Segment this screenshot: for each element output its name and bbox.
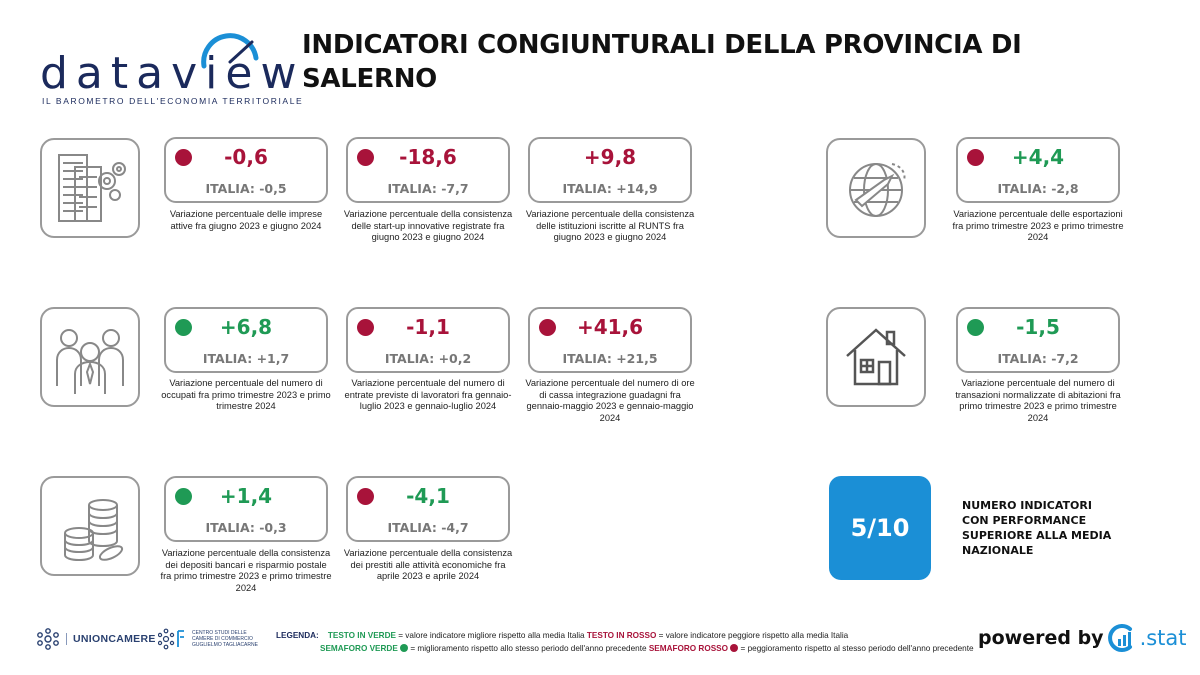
legend-green-light-desc: = miglioramento rispetto allo stesso per… (410, 644, 647, 653)
indicator-value: -1,1 (406, 315, 450, 339)
indicator-description: Variazione percentuale del numero di ent… (344, 378, 512, 411)
indicator-card-cig: +41,6 ITALIA: +21,5 (528, 307, 692, 373)
unioncamere-label: UNIONCAMERE (66, 633, 156, 645)
indicator-card-startup: -18,6 ITALIA: -7,7 (346, 137, 510, 203)
indicator-value: +41,6 (576, 315, 644, 339)
legend-title: LEGENDA: (276, 631, 319, 640)
centro-studi-emblem-icon (158, 628, 184, 650)
unioncamere-emblem-icon (37, 628, 59, 650)
legend-green-text: TESTO IN VERDE (327, 631, 396, 640)
indicator-description: Variazione percentuale delle esportazion… (952, 209, 1124, 242)
dataview-logo: dataview IL BAROMETRO DELL'ECONOMIA TERR… (40, 33, 302, 108)
traffic-light-red (539, 319, 556, 336)
stat-brand: .stat (1139, 626, 1187, 650)
indicator-card-prestiti: -4,1 ITALIA: -4,7 (346, 476, 510, 542)
legend-red-text-desc: = valore indicatore peggiore rispetto al… (658, 631, 849, 640)
legend-row-lights: SEMAFORO VERDE = miglioramento rispetto … (276, 642, 974, 655)
coins-stack-icon (64, 499, 124, 562)
italia-value: ITALIA: +1,7 (202, 351, 290, 366)
legend-green-dot (400, 644, 409, 652)
centro-studi-logo: CENTRO STUDI DELLE CAMERE DI COMMERCIO G… (158, 627, 264, 651)
logo-subtitle: IL BAROMETRO DELL'ECONOMIA TERRITORIALE (42, 96, 304, 106)
italia-value: ITALIA: -2,8 (997, 181, 1079, 196)
icon-box-risparmio (40, 476, 140, 576)
icon-box-abitazioni (826, 307, 926, 407)
icon-box-export (826, 138, 926, 238)
traffic-light-green (175, 488, 192, 505)
powered-by-label: powered by (978, 627, 1104, 649)
icon-box-imprese (40, 138, 140, 238)
indicator-value: +6,8 (219, 315, 273, 339)
traffic-light-green (967, 319, 984, 336)
buildings-gears-icon (58, 154, 126, 222)
indicator-description: Variazione percentuale della consistenza… (343, 209, 513, 242)
legend-green-text-desc: = valore indicatore migliore rispetto al… (398, 631, 585, 640)
italia-value: ITALIA: +14,9 (562, 181, 658, 196)
workers-group-icon (56, 329, 124, 394)
score-box: 5/10 (829, 476, 931, 580)
legend-red-light: SEMAFORO ROSSO (648, 644, 728, 653)
logo-word: dataview (40, 48, 305, 99)
legend-red-text: TESTO IN ROSSO (586, 631, 657, 640)
legend-red-dot (730, 644, 739, 652)
score-value: 5/10 (850, 514, 910, 542)
traffic-light-red (357, 488, 374, 505)
centro-studi-label: CENTRO STUDI DELLE CAMERE DI COMMERCIO G… (192, 630, 258, 648)
indicator-description: Variazione percentuale della consistenza… (160, 548, 332, 593)
indicator-card-occupati: +6,8 ITALIA: +1,7 (164, 307, 328, 373)
indicator-card-runts: +9,8 ITALIA: +14,9 (528, 137, 692, 203)
legend: LEGENDA: TESTO IN VERDE = valore indicat… (276, 629, 974, 655)
speedometer-arc-icon (201, 33, 259, 69)
traffic-light-green (175, 319, 192, 336)
powered-by: powered by .stat (978, 623, 1187, 653)
legend-red-light-desc: = peggioramento rispetto al stesso perio… (740, 644, 974, 653)
indicator-description: Variazione percentuale del numero di tra… (955, 378, 1121, 423)
indicator-card-depositi: +1,4 ITALIA: -0,3 (164, 476, 328, 542)
indicator-description: Variazione percentuale delle imprese att… (169, 209, 323, 231)
indicator-value: -18,6 (399, 145, 457, 169)
unioncamere-logo: UNIONCAMERE (36, 627, 156, 651)
indicator-value: -1,5 (1016, 315, 1060, 339)
indicator-value: +9,8 (583, 145, 637, 169)
indicator-card-export: +4,4 ITALIA: -2,8 (956, 137, 1120, 203)
indicator-card-entrate: -1,1 ITALIA: +0,2 (346, 307, 510, 373)
indicator-description: Variazione percentuale del numero di ore… (525, 378, 695, 423)
italia-value: ITALIA: -7,7 (387, 181, 469, 196)
score-label: NUMERO INDICATORI CON PERFORMANCE SUPERI… (962, 499, 1112, 557)
italia-value: ITALIA: -4,7 (387, 520, 469, 535)
traffic-light-red (175, 149, 192, 166)
page-title: INDICATORI CONGIUNTURALI DELLA PROVINCIA… (302, 30, 1022, 94)
italia-value: ITALIA: -0,5 (205, 181, 287, 196)
indicator-value: -0,6 (224, 145, 268, 169)
traffic-light-red (967, 149, 984, 166)
indicator-card-imprese: -0,6 ITALIA: -0,5 (164, 137, 328, 203)
indicator-value: +4,4 (1011, 145, 1065, 169)
traffic-light-red (357, 319, 374, 336)
traffic-light-red (357, 149, 374, 166)
house-icon (846, 328, 906, 386)
indicator-description: Variazione percentuale della consistenza… (525, 209, 695, 242)
icon-box-lavoro (40, 307, 140, 407)
italia-value: ITALIA: +21,5 (562, 351, 658, 366)
indicator-description: Variazione percentuale della consistenza… (343, 548, 513, 581)
indicator-description: Variazione percentuale del numero di occ… (161, 378, 331, 411)
globe-plane-icon (849, 163, 906, 217)
italia-value: ITALIA: +0,2 (384, 351, 472, 366)
stat-logo-icon (1107, 624, 1132, 652)
italia-value: ITALIA: -0,3 (205, 520, 287, 535)
italia-value: ITALIA: -7,2 (997, 351, 1079, 366)
legend-row-text: LEGENDA: TESTO IN VERDE = valore indicat… (276, 629, 974, 642)
indicator-card-abitazioni: -1,5 ITALIA: -7,2 (956, 307, 1120, 373)
indicator-value: +1,4 (219, 484, 273, 508)
legend-green-light: SEMAFORO VERDE (320, 644, 398, 653)
indicator-value: -4,1 (406, 484, 450, 508)
